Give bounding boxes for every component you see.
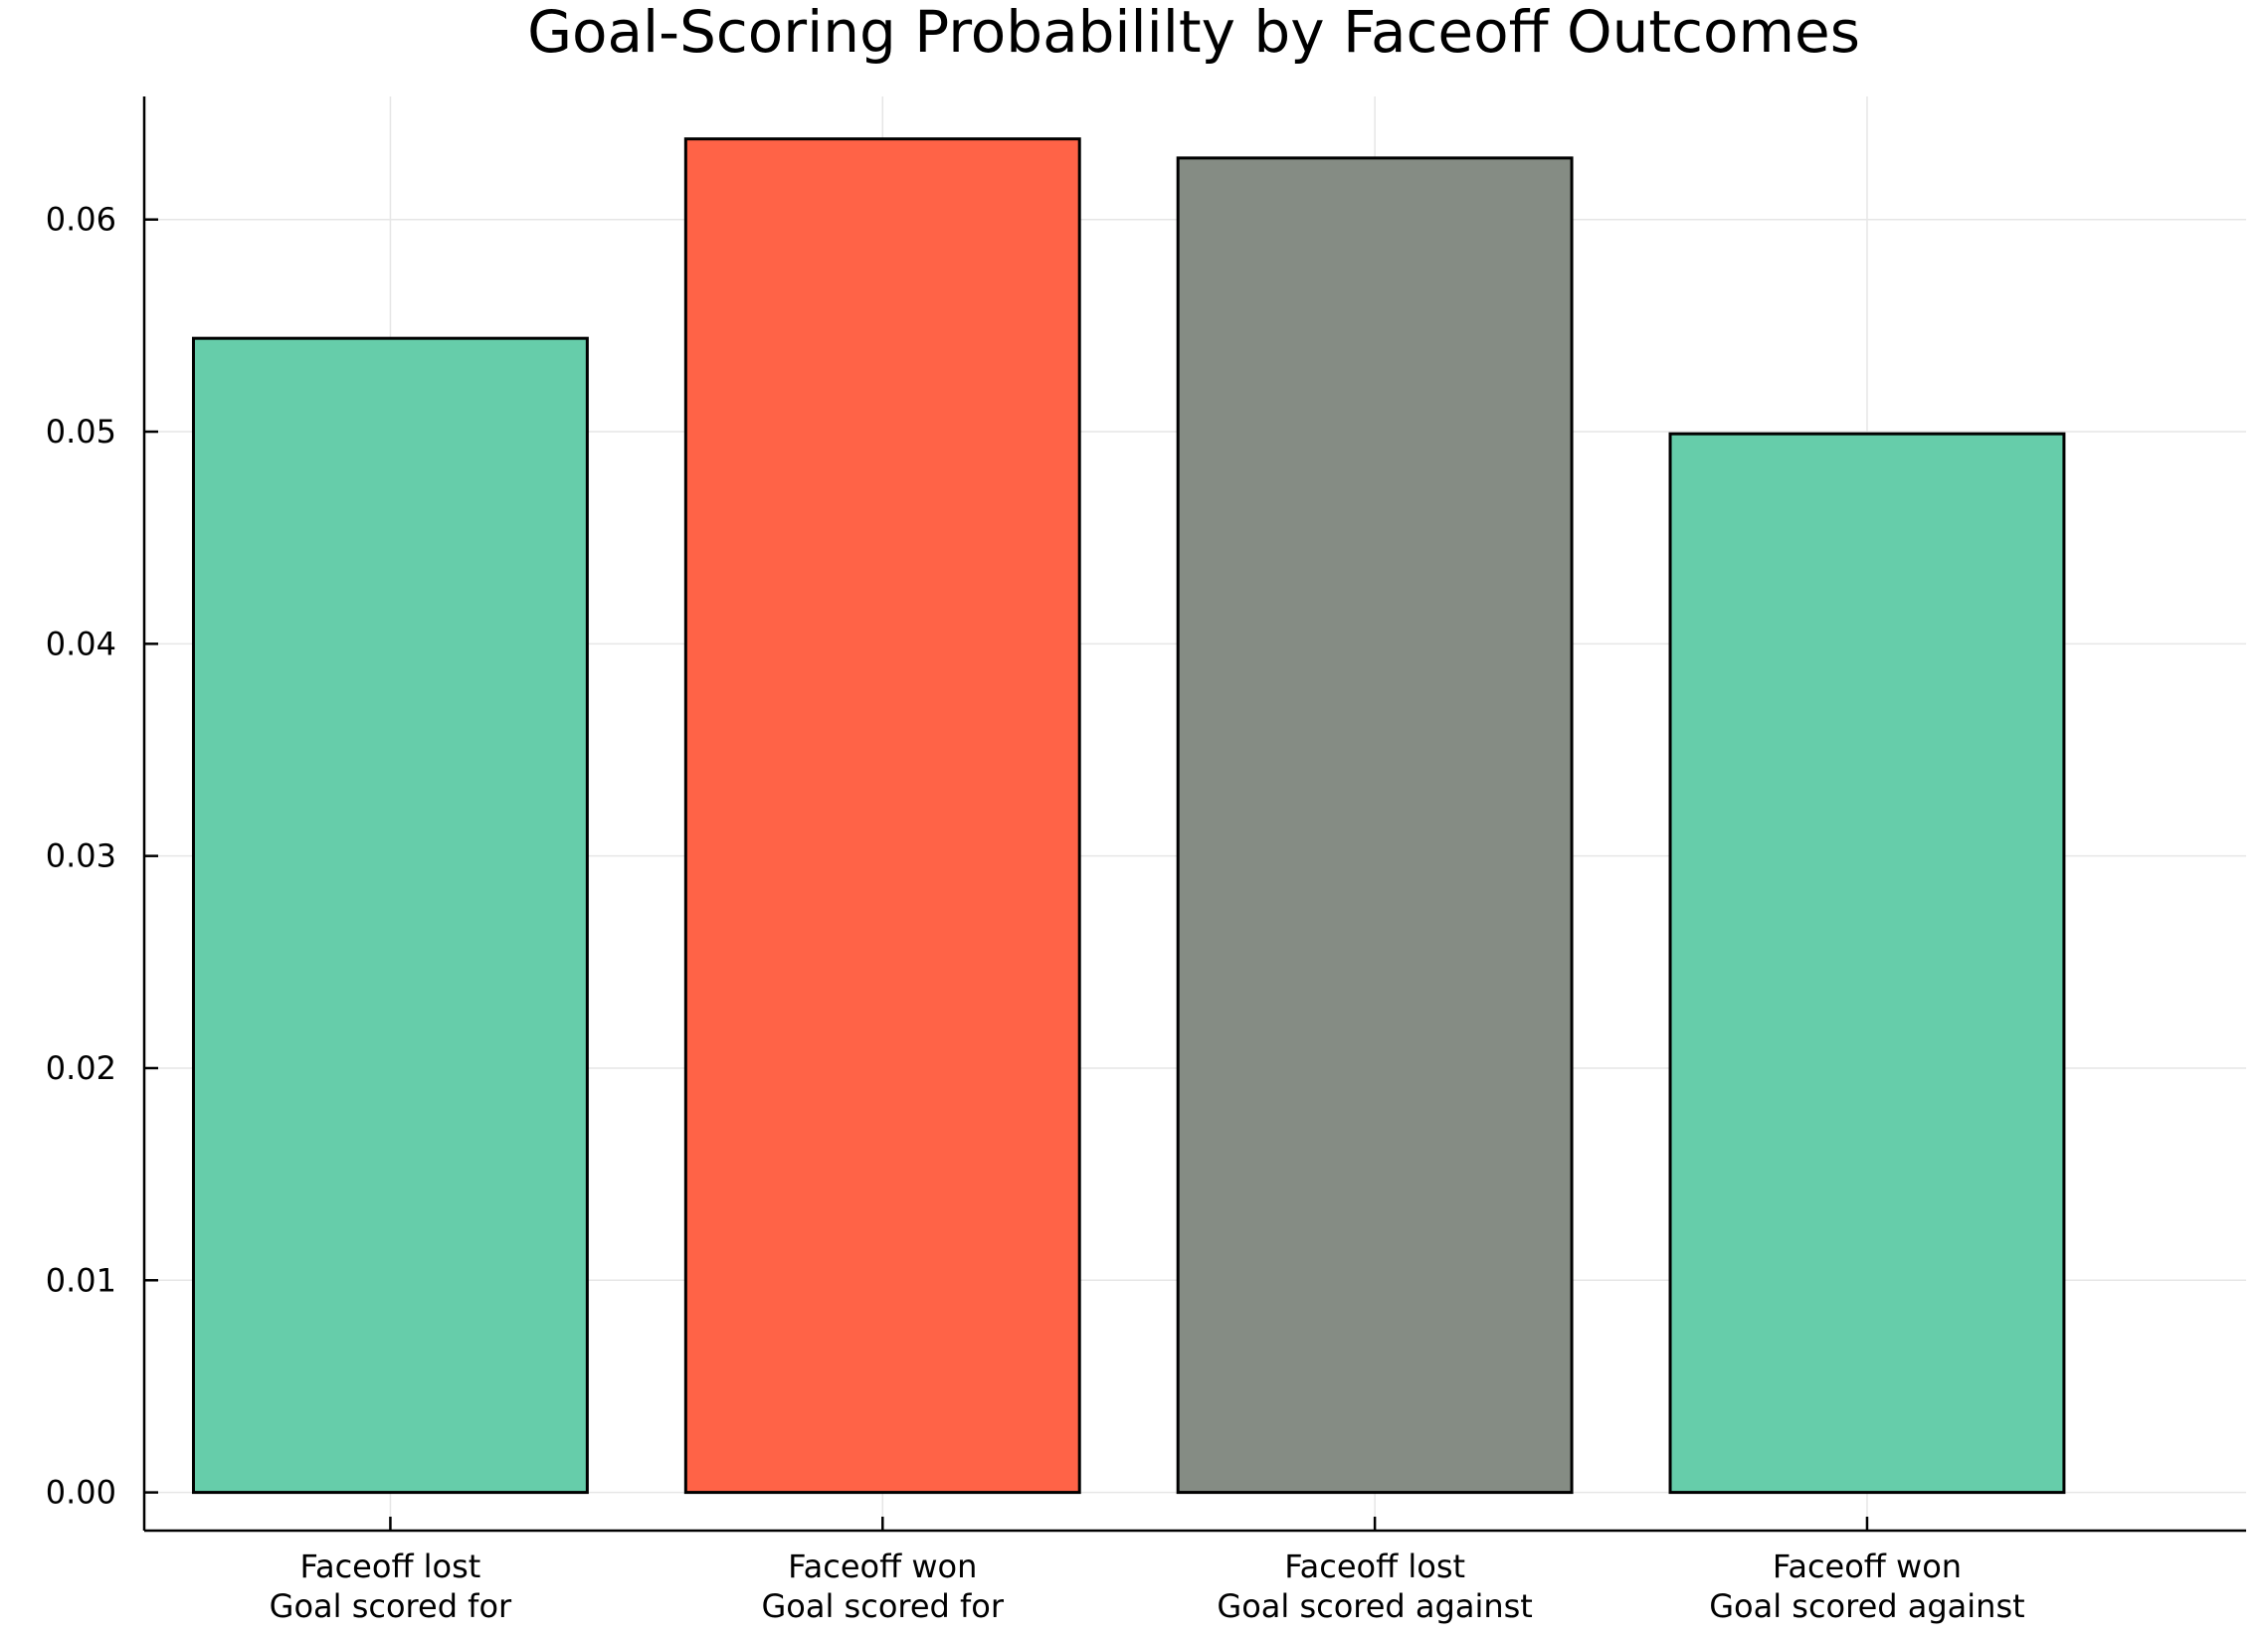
y-tick-label: 0.04 bbox=[46, 625, 116, 662]
y-tick-label: 0.02 bbox=[46, 1049, 116, 1087]
x-tick-label: Faceoff lost bbox=[300, 1548, 481, 1585]
axes bbox=[142, 96, 2246, 1533]
y-tick-label: 0.05 bbox=[46, 413, 116, 451]
y-tick-label: 0.03 bbox=[46, 837, 116, 875]
bar bbox=[191, 336, 589, 1495]
x-tick-label: Goal scored against bbox=[1217, 1587, 1532, 1625]
x-tick-label: Faceoff won bbox=[788, 1548, 977, 1585]
x-tick-label: Goal scored against bbox=[1709, 1587, 2024, 1625]
bar bbox=[1668, 432, 2066, 1495]
x-tick-label: Faceoff won bbox=[1773, 1548, 1962, 1585]
bar bbox=[683, 137, 1081, 1495]
y-ticks: 0.00 0.01 0.02 0.03 0.04 0.05 0.06 bbox=[46, 201, 158, 1512]
x-tick-label: Goal scored for bbox=[270, 1587, 512, 1625]
y-tick-label: 0.01 bbox=[46, 1261, 116, 1299]
x-tick-label: Faceoff lost bbox=[1284, 1548, 1465, 1585]
x-tick-label: Goal scored for bbox=[762, 1587, 1005, 1625]
y-tick-label: 0.00 bbox=[46, 1474, 116, 1512]
chart-title: Goal-Scoring Probabililty by Faceoff Out… bbox=[527, 0, 1860, 66]
bars bbox=[191, 137, 2066, 1495]
y-tick-label: 0.06 bbox=[46, 201, 116, 239]
bar bbox=[1176, 156, 1574, 1495]
